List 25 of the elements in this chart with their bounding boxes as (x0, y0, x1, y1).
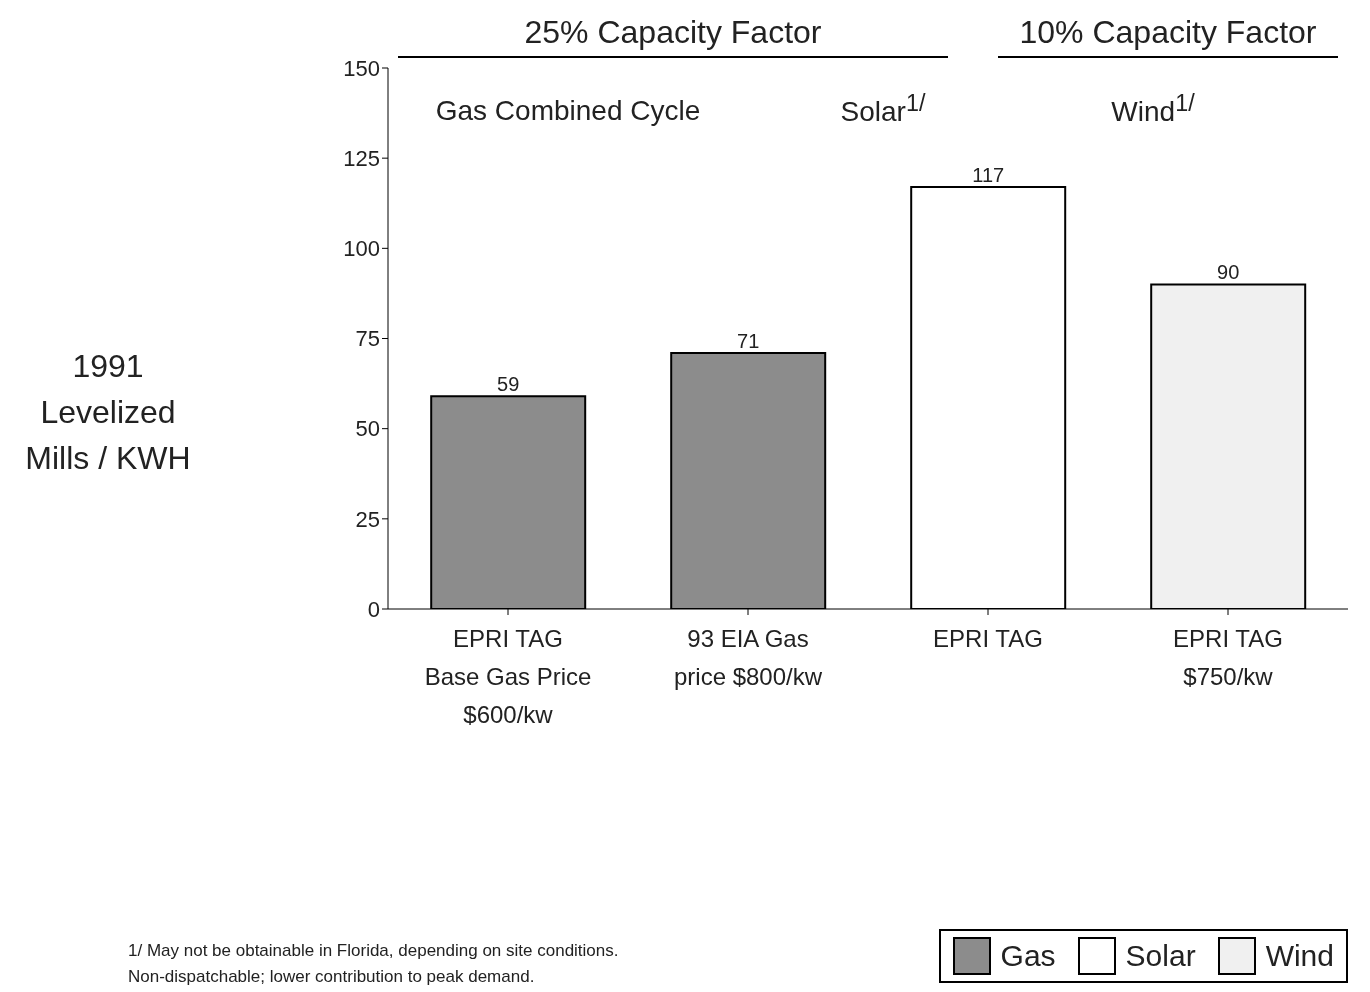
text: 1/ May not be obtainable in Florida, depending on site conditions. Non-dispatchable; lower contribution to peak demand. (128, 940, 620, 988)
data-label: 71 (737, 329, 760, 352)
y-tick-label: 125 (343, 145, 380, 171)
text: 10% Capacity Factor (998, 8, 1338, 58)
x-tick-label: 93 EIA Gas price $800/kw (673, 625, 823, 690)
annotation: Solar$^{1/}$ (839, 89, 927, 130)
y-axis-title: 1991 Levelized Mills / KWH (24, 347, 192, 478)
legend-label: Wind (1265, 939, 1334, 973)
y-tick-label: 25 (355, 506, 380, 532)
text: 25% Capacity Factor (398, 8, 948, 58)
data-label: 90 (1217, 261, 1240, 284)
y-tick-label: 0 (367, 596, 380, 622)
data-label: 59 (497, 373, 520, 396)
data-label: 117 (972, 164, 1005, 187)
annotation: Wind$^{1/}$ (1110, 89, 1196, 130)
legend-label: Gas (1000, 939, 1056, 973)
legend-label: Solar (1125, 939, 1196, 973)
y-tick-label: 75 (355, 326, 380, 352)
y-tick-label: 50 (355, 416, 380, 442)
y-tick-label: 100 (343, 236, 380, 262)
x-tick-label: EPRI TAG (933, 625, 1043, 652)
x-tick-label: EPRI TAG $750/kw (1173, 625, 1283, 690)
x-tick-label: EPRI TAG Base Gas Price $600/kw (424, 625, 592, 728)
annotation: Gas Combined Cycle (434, 94, 702, 128)
y-tick-label: 150 (343, 55, 380, 81)
